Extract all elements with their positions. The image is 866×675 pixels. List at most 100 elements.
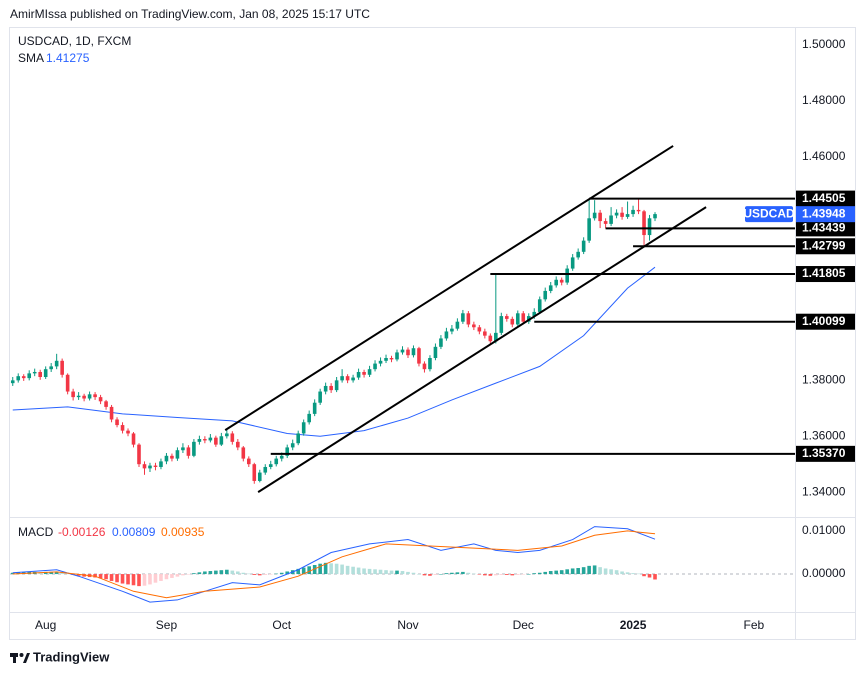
candle-body <box>345 376 350 381</box>
histogram-bar <box>334 563 339 575</box>
histogram-bar <box>203 571 207 575</box>
histogram-bar <box>164 574 169 580</box>
candle-body <box>104 401 108 407</box>
candle-body <box>115 419 119 426</box>
histogram-bar <box>301 567 306 575</box>
histogram-bar <box>236 571 240 575</box>
candle-body <box>334 380 339 391</box>
x-tick-label: Dec <box>513 618 534 632</box>
x-tick-label: Nov <box>397 618 418 632</box>
histogram-bar <box>439 574 443 575</box>
trendline <box>224 145 674 431</box>
level-label: 1.43439 <box>802 221 846 235</box>
histogram-bar <box>323 562 328 575</box>
candle-body <box>532 311 537 317</box>
candle-body <box>444 331 449 339</box>
histogram-bar <box>411 572 416 575</box>
histogram-bar <box>477 574 482 575</box>
candle-body <box>186 447 191 456</box>
histogram-bar <box>373 569 377 575</box>
candle-body <box>510 318 515 325</box>
histogram-bar <box>54 571 59 575</box>
macd-line <box>12 526 656 603</box>
histogram-bar <box>389 570 394 575</box>
candle-body <box>159 461 163 467</box>
histogram-bar <box>537 572 542 575</box>
candle-body <box>307 413 311 423</box>
candle-body <box>142 464 147 469</box>
candle-body <box>565 268 569 283</box>
candle-body <box>581 240 586 252</box>
candle-body <box>362 371 366 375</box>
histogram-bar <box>120 574 125 584</box>
frame <box>9 27 856 640</box>
level-label: 1.35370 <box>802 446 846 460</box>
histogram-bar <box>647 574 652 578</box>
histogram-bar <box>214 570 218 575</box>
candle-body <box>120 425 125 431</box>
candle-body <box>406 349 410 356</box>
header: AmirMIssa published on TradingView.com, … <box>10 7 370 21</box>
candle-body <box>488 335 493 342</box>
histogram-bar <box>76 574 81 576</box>
histogram-bar <box>312 565 317 575</box>
candle-body <box>148 465 152 469</box>
histogram-bar <box>642 574 646 577</box>
candle-body <box>76 395 81 398</box>
candle-body <box>395 352 399 360</box>
candle-body <box>609 215 613 224</box>
histogram-bar <box>43 571 48 575</box>
candle-body <box>208 437 213 441</box>
histogram-bar <box>115 574 119 583</box>
candle-body <box>246 458 251 465</box>
histogram-bar <box>367 568 372 575</box>
histogram-bar <box>208 571 213 575</box>
histogram-bar <box>186 574 191 575</box>
candle-body <box>49 366 53 370</box>
candle-body <box>164 455 169 462</box>
candle-body <box>153 465 158 467</box>
candle-body <box>620 212 624 217</box>
histogram-bar <box>181 574 185 576</box>
candle-body <box>559 279 564 283</box>
candle-body <box>87 394 92 399</box>
candle-body <box>433 346 438 359</box>
candle-body <box>598 212 602 222</box>
candle-body <box>367 369 372 375</box>
histogram-bar <box>345 565 350 575</box>
candle-body <box>219 436 224 445</box>
histogram-bar <box>153 574 158 583</box>
candle-body <box>378 360 383 364</box>
x-tick-label: Aug <box>35 618 56 632</box>
footer-brand: TradingView <box>33 649 110 664</box>
histogram-bar <box>461 571 465 575</box>
candle-body <box>236 441 240 448</box>
histogram-bar <box>548 571 553 575</box>
candle-body <box>131 433 136 445</box>
histogram-bar <box>49 571 53 575</box>
histogram-bar <box>356 567 361 575</box>
y-tick-label: 1.34000 <box>802 484 846 498</box>
histogram-bar <box>515 574 520 575</box>
histogram-bar <box>614 570 619 575</box>
histogram-bar <box>532 573 537 575</box>
candle-body <box>477 327 482 332</box>
histogram-bar <box>472 573 476 575</box>
candle-body <box>647 218 652 236</box>
histogram-bar <box>598 567 602 575</box>
candle-body <box>466 313 471 325</box>
histogram-bar <box>10 572 15 575</box>
histogram-bar <box>609 569 613 575</box>
candle-body <box>82 395 86 399</box>
level-label-box <box>796 220 855 237</box>
trendline <box>257 206 707 493</box>
signal-value: 0.00935 <box>161 525 205 539</box>
candle-body <box>203 439 207 441</box>
candle-body <box>543 290 548 300</box>
histogram-bar <box>499 574 504 575</box>
histogram-bar <box>384 570 388 575</box>
histogram-bar <box>170 574 174 578</box>
candle-body <box>54 360 59 367</box>
level-label-box <box>796 238 855 255</box>
level-label: 1.40099 <box>802 314 846 328</box>
